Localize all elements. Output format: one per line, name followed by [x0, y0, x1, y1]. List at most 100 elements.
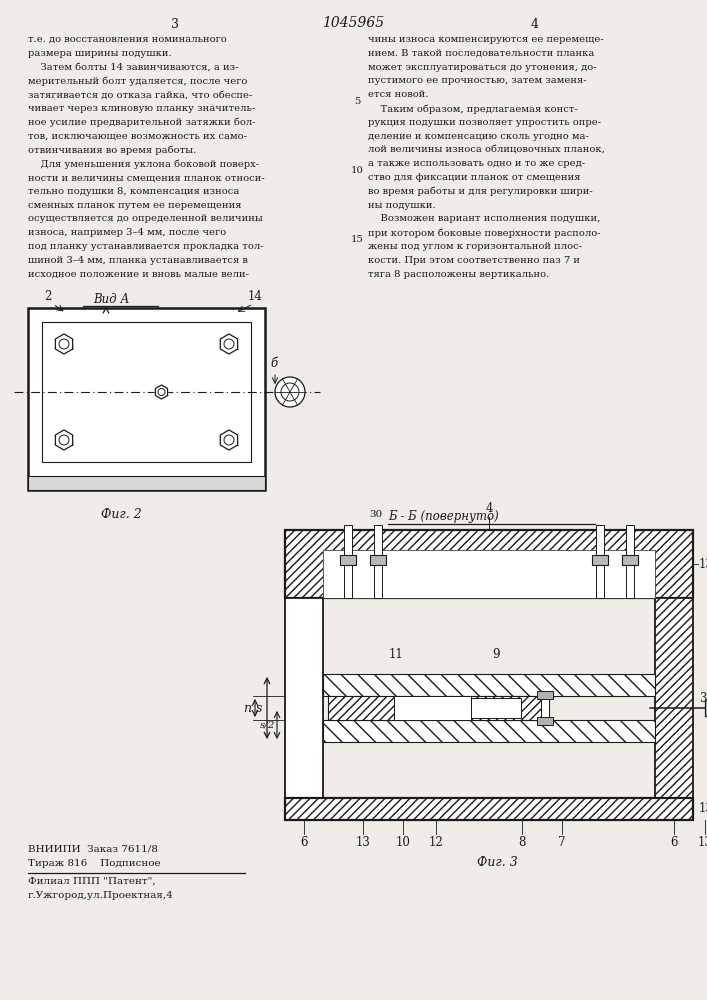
Text: 13: 13 [698, 836, 707, 849]
Bar [705, 700, 707, 716]
Text: 9: 9 [492, 648, 499, 660]
Text: Для уменьшения уклона боковой поверх-: Для уменьшения уклона боковой поверх- [28, 159, 259, 169]
Text: кости. При этом соответственно паз 7 и: кости. При этом соответственно паз 7 и [368, 256, 580, 265]
Text: 13: 13 [699, 802, 707, 816]
Circle shape [59, 339, 69, 349]
Text: 8: 8 [518, 836, 526, 849]
Bar [285, 798, 693, 820]
Text: рукция подушки позволяет упростить опре-: рукция подушки позволяет упростить опре- [368, 118, 601, 127]
Text: отвинчивания во время работы.: отвинчивания во время работы. [28, 145, 197, 155]
Text: 30: 30 [370, 510, 383, 519]
Text: тяга 8 расположены вертикально.: тяга 8 расположены вертикально. [368, 270, 549, 279]
Circle shape [275, 377, 305, 407]
Bar [622, 555, 638, 565]
Bar [344, 525, 352, 598]
Bar [626, 525, 634, 598]
Text: тов, исключающее возможность их само-: тов, исключающее возможность их само- [28, 132, 247, 141]
Text: s/2: s/2 [259, 720, 275, 730]
Text: тельно подушки 8, компенсация износа: тельно подушки 8, компенсация износа [28, 187, 240, 196]
Bar [370, 555, 386, 565]
Polygon shape [221, 430, 238, 450]
Text: затягивается до отказа гайка, что обеспе-: затягивается до отказа гайка, что обеспе… [28, 90, 252, 99]
Bar [323, 720, 655, 742]
Circle shape [224, 339, 234, 349]
Bar [537, 691, 553, 699]
Text: г.Ужгород,ул.Проектная,4: г.Ужгород,ул.Проектная,4 [28, 891, 174, 900]
Text: лой величины износа облицовочных планок,: лой величины износа облицовочных планок, [368, 145, 605, 154]
Text: 6: 6 [300, 836, 308, 849]
Circle shape [224, 435, 234, 445]
Text: Филиал ППП "Патент",: Филиал ППП "Патент", [28, 877, 156, 886]
Polygon shape [156, 385, 168, 399]
Bar [472, 698, 521, 718]
Text: исходное положение и вновь малые вели-: исходное положение и вновь малые вели- [28, 270, 249, 279]
Text: 5: 5 [354, 97, 360, 106]
Text: 12: 12 [428, 836, 443, 849]
Text: шиной 3–4 мм, планка устанавливается в: шиной 3–4 мм, планка устанавливается в [28, 256, 248, 265]
Bar [655, 598, 693, 798]
Text: 13: 13 [699, 558, 707, 570]
Text: т.е. до восстановления номинального: т.е. до восстановления номинального [28, 35, 227, 44]
Text: жены под углом к горизонтальной плос-: жены под углом к горизонтальной плос- [368, 242, 582, 251]
Text: Б - Б (повернуто): Б - Б (повернуто) [388, 510, 498, 523]
Text: Фиг. 3: Фиг. 3 [477, 856, 518, 869]
Text: Фиг. 2: Фиг. 2 [101, 508, 142, 521]
Text: Вид А: Вид А [93, 293, 129, 306]
Bar [323, 530, 655, 550]
Text: 4: 4 [531, 18, 539, 31]
Bar [596, 525, 604, 598]
Text: может эксплуатироваться до утонения, до-: может эксплуатироваться до утонения, до- [368, 63, 597, 72]
Bar [285, 530, 693, 598]
Text: 6: 6 [670, 836, 678, 849]
Text: Затем болты 14 завинчиваются, а из-: Затем болты 14 завинчиваются, а из- [28, 63, 238, 72]
Bar [395, 696, 472, 720]
Text: 3: 3 [699, 692, 706, 704]
Text: износа, например 3–4 мм, после чего: износа, например 3–4 мм, после чего [28, 228, 226, 237]
Text: 15: 15 [351, 235, 363, 244]
Bar [655, 530, 693, 598]
Text: Тираж 816    Подписное: Тираж 816 Подписное [28, 859, 160, 868]
Text: осуществляется до определенной величины: осуществляется до определенной величины [28, 214, 263, 223]
Bar [537, 717, 553, 725]
Bar [655, 598, 693, 798]
Text: 3: 3 [171, 18, 179, 31]
Text: Таким образом, предлагаемая конст-: Таким образом, предлагаемая конст- [368, 104, 578, 113]
Text: 11: 11 [389, 648, 404, 660]
Text: ется новой.: ется новой. [368, 90, 428, 99]
Bar [323, 674, 655, 696]
Text: мерительный болт удаляется, после чего: мерительный болт удаляется, после чего [28, 76, 247, 86]
Bar [285, 798, 693, 820]
Text: 2: 2 [45, 290, 52, 303]
Text: ство для фиксации планок от смещения: ство для фиксации планок от смещения [368, 173, 580, 182]
Text: под планку устанавливается прокладка тол-: под планку устанавливается прокладка тол… [28, 242, 264, 251]
Bar [374, 525, 382, 598]
Text: 10: 10 [395, 836, 410, 849]
Bar [592, 555, 608, 565]
Circle shape [158, 388, 165, 395]
Bar [541, 691, 549, 725]
Text: ны подушки.: ны подушки. [368, 201, 436, 210]
Text: ное усилие предварительной затяжки бол-: ное усилие предварительной затяжки бол- [28, 118, 256, 127]
Bar [323, 550, 655, 598]
Text: сменных планок путем ее перемещения: сменных планок путем ее перемещения [28, 201, 242, 210]
Bar [328, 696, 549, 720]
Polygon shape [55, 430, 73, 450]
Text: Возможен вариант исполнения подушки,: Возможен вариант исполнения подушки, [368, 214, 600, 223]
Bar [285, 530, 323, 598]
Polygon shape [221, 334, 238, 354]
Circle shape [59, 435, 69, 445]
Text: s: s [256, 702, 262, 714]
Bar [285, 598, 323, 798]
Text: пустимого ее прочностью, затем заменя-: пустимого ее прочностью, затем заменя- [368, 76, 587, 85]
Text: ВНИИПИ  Заказ 7611/8: ВНИИПИ Заказ 7611/8 [28, 845, 158, 854]
Text: во время работы и для регулировки шири-: во время работы и для регулировки шири- [368, 187, 592, 196]
Text: б: б [270, 357, 277, 370]
Text: n: n [243, 702, 251, 714]
Text: чивает через клиновую планку значитель-: чивает через клиновую планку значитель- [28, 104, 255, 113]
Circle shape [281, 383, 299, 401]
Polygon shape [55, 334, 73, 354]
Text: 14: 14 [247, 290, 262, 303]
Text: 13: 13 [356, 836, 370, 849]
Text: а также использовать одно и то же сред-: а также использовать одно и то же сред- [368, 159, 585, 168]
Text: размера ширины подушки.: размера ширины подушки. [28, 49, 172, 58]
